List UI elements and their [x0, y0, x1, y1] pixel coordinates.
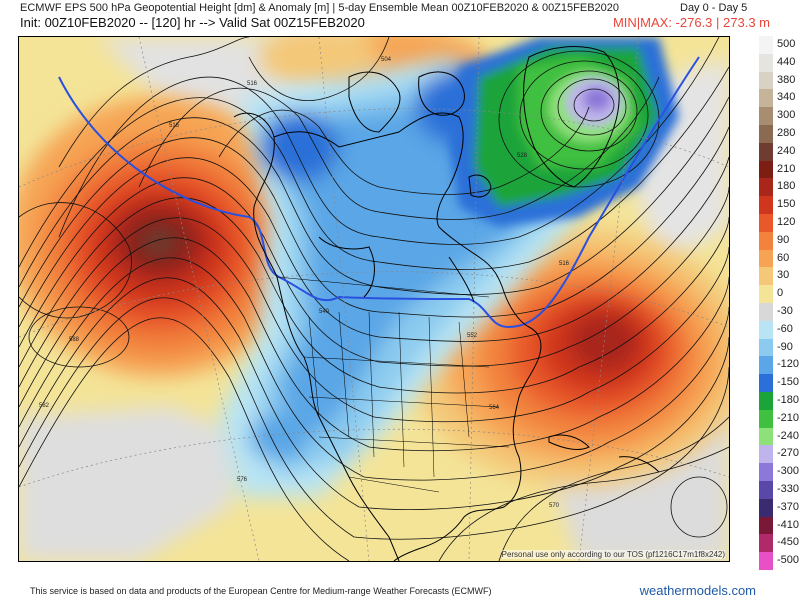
contour-label: 576	[237, 477, 248, 483]
min-max-readout: MIN|MAX: -276.3 | 273.3 m	[612, 15, 770, 30]
legend-label: -150	[777, 376, 800, 389]
contour-label: 564	[489, 405, 500, 411]
legend-swatch	[759, 142, 773, 162]
day-range: Day 0 - Day 5	[680, 2, 748, 14]
contour-label: 552	[467, 333, 478, 339]
legend-swatch	[759, 338, 773, 357]
legend-label: -370	[777, 500, 800, 513]
legend-swatch	[759, 53, 773, 73]
legend-label: 240	[777, 144, 796, 157]
map-canvas: 504 516 516 516 528 540 552 564 576 588 …	[19, 37, 729, 561]
legend-label: 300	[777, 109, 796, 122]
lat-lon-grid	[19, 37, 729, 561]
legend-label: 60	[777, 251, 790, 264]
legend-swatch	[759, 320, 773, 340]
legend-swatch	[759, 196, 773, 215]
legend-label: 280	[777, 127, 796, 139]
legend-swatch	[759, 463, 773, 482]
legend-label: -120	[777, 358, 800, 371]
legend-label: 150	[777, 198, 796, 211]
political-borders	[276, 276, 510, 493]
legend-swatch	[759, 36, 773, 55]
contour-label: 588	[69, 337, 80, 343]
legend-swatch	[759, 498, 773, 518]
greenland-low-contours	[498, 50, 660, 188]
legend-swatch	[759, 107, 773, 126]
legend-label: -410	[777, 518, 800, 531]
contour-label: 540	[319, 309, 330, 315]
contour-label: 504	[381, 57, 392, 63]
legend-label: -500	[777, 554, 800, 567]
legend-swatch	[759, 249, 773, 268]
contour-label: 570	[549, 503, 560, 509]
legend-label: -60	[777, 322, 793, 335]
legend-label: -300	[777, 465, 800, 478]
legend-swatch	[759, 481, 773, 500]
legend-swatch	[759, 392, 773, 411]
legend-swatch	[759, 89, 773, 108]
legend-swatch	[759, 374, 773, 393]
legend-label: 180	[777, 180, 796, 193]
legend-label: 380	[777, 73, 796, 86]
legend-swatch	[759, 267, 773, 286]
legend-label: 0	[777, 287, 784, 300]
contour-labels: 504 516 516 516 528 540 552 564 576 588 …	[39, 57, 570, 509]
legend-swatch	[759, 427, 773, 446]
legend-label: -330	[777, 483, 800, 495]
ecmwf-attribution: This service is based on data and produc…	[30, 586, 492, 596]
legend-label: 440	[777, 55, 796, 68]
legend-swatch	[759, 534, 773, 553]
atlantic-high-contours	[438, 416, 729, 561]
contour-label: 582	[39, 403, 50, 409]
anomaly-legend: 500 440 380 340 300 280 240 210 180 150 120 90 60 30 0…	[753, 36, 800, 571]
540-dm-line	[58, 56, 700, 329]
legend-label: 500	[777, 38, 796, 50]
legend-swatch	[759, 303, 773, 322]
coastlines	[233, 46, 660, 561]
init-valid-time: Init: 00Z10FEB2020 -- [120] hr --> Valid…	[20, 15, 365, 30]
contour-label: 516	[559, 261, 570, 267]
legend-swatch	[759, 214, 773, 233]
map-title: ECMWF EPS 500 hPa Geopotential Height [d…	[20, 2, 620, 14]
legend-label: -180	[777, 394, 800, 406]
legend-label: 120	[777, 216, 796, 228]
legend-label: -90	[777, 340, 793, 353]
contour-label: 528	[517, 153, 528, 159]
legend-swatch	[759, 178, 773, 197]
contour-label: 516	[247, 81, 258, 87]
legend-label: -450	[777, 536, 800, 549]
legend-swatch	[759, 285, 773, 304]
legend-label: 340	[777, 91, 796, 104]
legend-label: 90	[777, 233, 790, 246]
legend-swatch	[759, 231, 773, 251]
contour-label: 516	[169, 123, 180, 129]
positive-anomaly-atlantic	[409, 227, 729, 487]
pacific-high-contours	[19, 202, 132, 368]
legend-swatch	[759, 125, 773, 144]
height-contours	[19, 37, 729, 561]
negative-anomaly-greenland	[449, 37, 679, 227]
legend-swatch	[759, 516, 773, 535]
site-link[interactable]: weathermodels.com	[639, 583, 756, 598]
anomaly-map: 504 516 516 516 528 540 552 564 576 588 …	[18, 36, 730, 562]
legend-label: 210	[777, 162, 796, 175]
legend-swatch	[759, 356, 773, 375]
legend-swatch	[759, 552, 773, 571]
legend-label: -210	[777, 411, 800, 424]
legend-swatch	[759, 160, 773, 179]
legend-swatch	[759, 445, 773, 464]
personal-use-note: Personal use only according to our TOS (…	[501, 550, 725, 559]
legend-label: -30	[777, 305, 793, 317]
legend-swatch	[759, 409, 773, 429]
legend-label: 30	[777, 269, 790, 282]
legend-swatch	[759, 71, 773, 90]
legend-label: -270	[777, 447, 800, 460]
legend-label: -240	[777, 429, 800, 442]
